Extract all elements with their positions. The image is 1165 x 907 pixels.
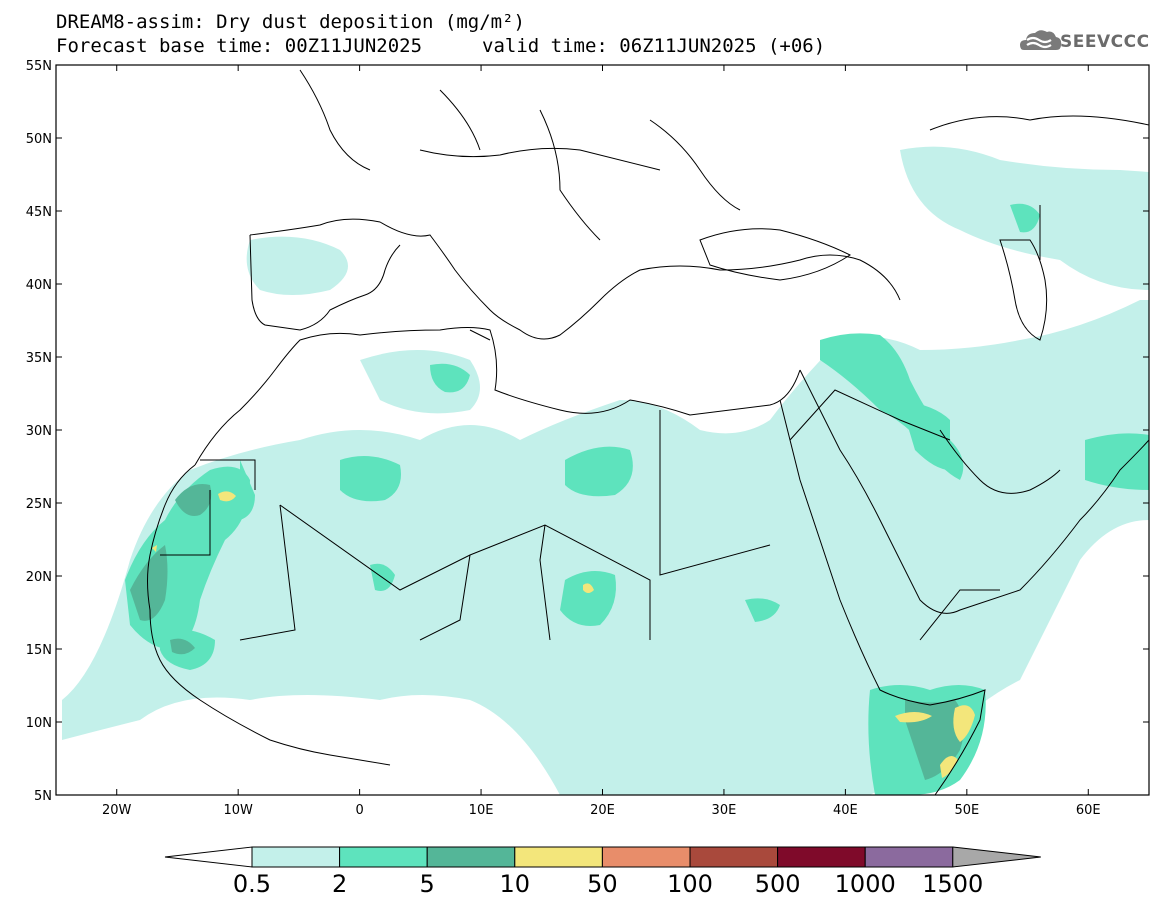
colorbar-label: 50 <box>587 870 618 898</box>
colorbar-box <box>514 846 603 868</box>
lat-label: 10N <box>26 716 52 731</box>
lon-label: 40E <box>833 803 858 818</box>
dust-field <box>62 69 1149 795</box>
lat-label: 30N <box>26 424 52 439</box>
lon-label: 30E <box>712 803 737 818</box>
forecast-base-time: Forecast base time: 00Z11JUN2025 <box>56 35 423 57</box>
lat-label: 45N <box>26 205 52 220</box>
lat-label: 20N <box>26 570 52 585</box>
cloud-icon <box>1020 30 1062 50</box>
lon-label: 60E <box>1076 803 1101 818</box>
colorbar-box <box>689 846 779 868</box>
colorbar-label: 1000 <box>835 870 896 898</box>
lat-axis: 55N 50N 45N 40N 35N 30N 25N 20N 15N 10N 5N <box>26 59 1149 804</box>
colorbar-label: 1500 <box>922 870 983 898</box>
colorbar-label: 500 <box>755 870 801 898</box>
lat-label: 50N <box>26 132 52 147</box>
colorbar-label: 100 <box>667 870 713 898</box>
lon-label: 0 <box>355 803 363 818</box>
colorbar-box <box>864 846 954 868</box>
colorbar-label: 0.5 <box>233 870 271 898</box>
lat-label: 35N <box>26 351 52 366</box>
colorbar-low-arrow <box>164 846 253 868</box>
colorbar-box <box>426 846 516 868</box>
logo-text: SEEVCCC <box>1060 32 1150 52</box>
map-title: DREAM8-assim: Dry dust deposition (mg/m²… <box>56 11 525 33</box>
colorbar-label: 5 <box>420 870 435 898</box>
lat-label: 15N <box>26 643 52 658</box>
lat-label: 5N <box>34 789 52 804</box>
lon-label: 20W <box>102 803 132 818</box>
colorbar-box <box>251 846 341 868</box>
colorbar-box <box>601 846 691 868</box>
valid-time: valid time: 06Z11JUN2025 (+06) <box>482 35 826 57</box>
colorbar: 0.5 2 5 10 50 100 500 1000 1500 <box>164 846 1041 898</box>
colorbar-box <box>339 846 428 868</box>
lon-label: 20E <box>590 803 615 818</box>
lon-label: 10E <box>469 803 494 818</box>
colorbar-high-arrow <box>952 846 1041 868</box>
lon-axis: 20W 10W 0 10E 20E 30E 40E 50E 60E <box>102 65 1101 818</box>
lon-label: 50E <box>954 803 979 818</box>
colorbar-label: 10 <box>500 870 531 898</box>
lat-label: 55N <box>26 59 52 74</box>
lat-label: 40N <box>26 278 52 293</box>
lat-label: 25N <box>26 497 52 512</box>
lon-label: 10W <box>223 803 253 818</box>
colorbar-box <box>777 846 866 868</box>
colorbar-label: 2 <box>332 870 347 898</box>
